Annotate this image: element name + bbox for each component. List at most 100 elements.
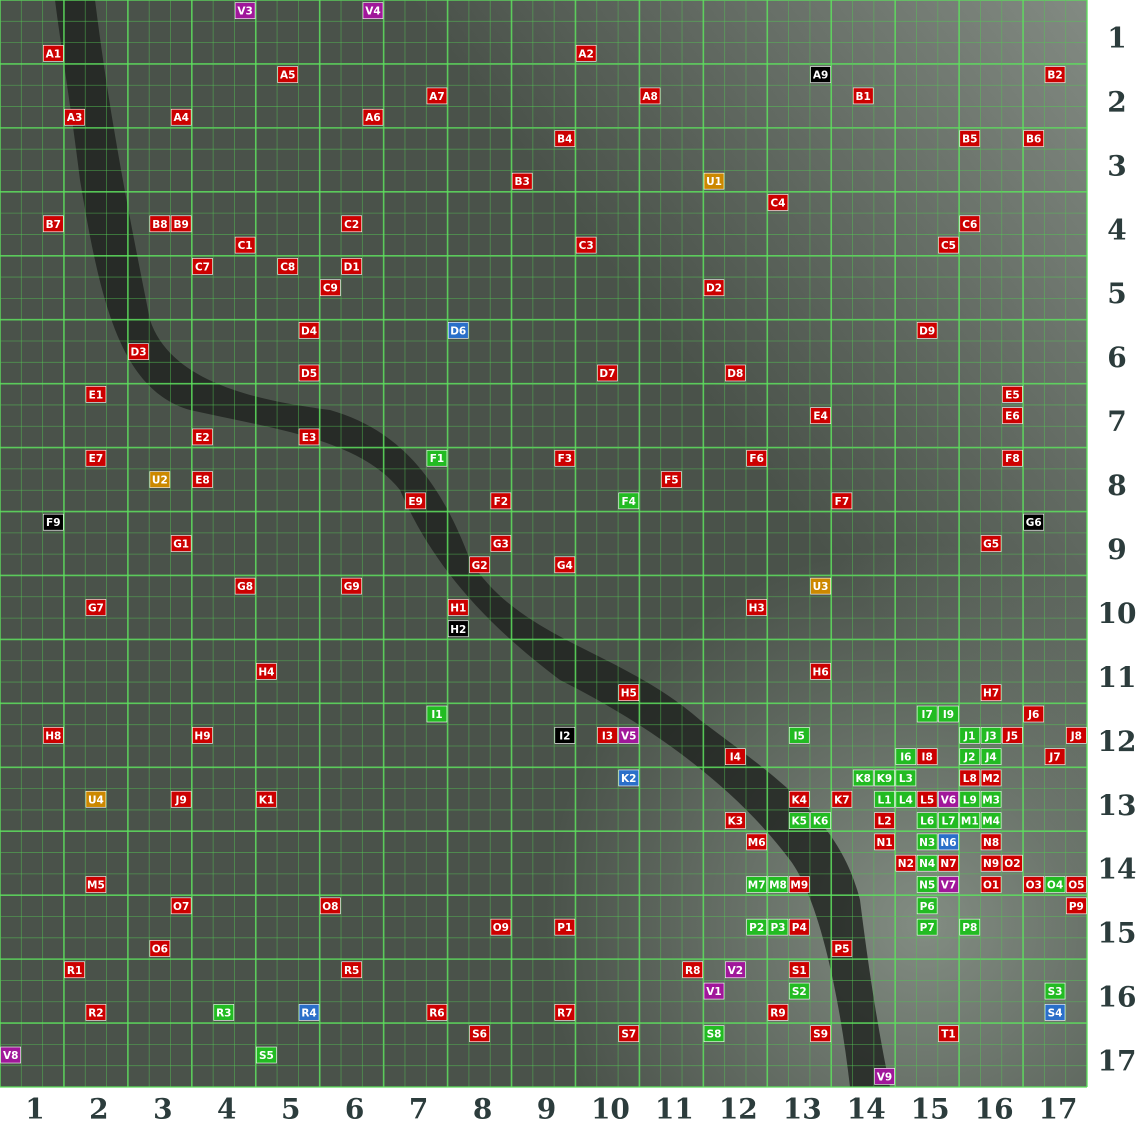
marker-box (938, 812, 959, 829)
marker: V1 (703, 982, 725, 1000)
column-label: 9 (537, 1093, 556, 1126)
marker: F9 (42, 513, 64, 531)
marker-box (277, 66, 299, 83)
marker: B8 (149, 215, 171, 233)
marker-label: L9 (963, 794, 977, 806)
marker-label: S1 (792, 965, 807, 977)
marker-box (1002, 407, 1023, 424)
marker-box (170, 215, 192, 233)
marker-label: G5 (983, 539, 999, 551)
marker: V8 (0, 1046, 21, 1064)
marker-box (618, 492, 640, 510)
marker-box (1044, 66, 1066, 83)
marker: F3 (554, 449, 576, 467)
marker: C1 (234, 236, 256, 254)
marker-box (788, 876, 810, 893)
marker: C5 (938, 236, 959, 254)
marker: I2 (554, 727, 576, 744)
marker: V6 (938, 790, 959, 808)
marker-box (149, 940, 171, 957)
marker-label: L7 (941, 816, 955, 828)
marker: G7 (85, 599, 107, 616)
marker: P5 (831, 940, 853, 957)
marker-label: B3 (515, 176, 530, 188)
marker: J6 (1023, 705, 1045, 723)
marker-label: L3 (899, 773, 913, 785)
marker-box (980, 790, 1002, 808)
marker-box (959, 918, 981, 936)
marker-box (213, 1004, 235, 1021)
marker-label: H6 (813, 666, 829, 678)
marker: O1 (980, 876, 1002, 893)
marker: L8 (959, 769, 981, 787)
marker-box (170, 108, 192, 126)
marker-label: R9 (770, 1007, 785, 1019)
marker-label: R1 (67, 965, 82, 977)
marker: M3 (980, 790, 1002, 808)
marker-box (959, 130, 981, 147)
marker: F5 (661, 471, 682, 488)
marker-box (938, 236, 959, 254)
marker-label: H2 (450, 624, 466, 636)
marker-label: P1 (557, 922, 572, 934)
marker-box (447, 599, 469, 616)
marker-box (341, 577, 362, 595)
marker-box (916, 748, 938, 765)
marker-label: L2 (878, 816, 892, 828)
marker-label: O4 (1047, 880, 1063, 892)
row-label: 10 (1098, 597, 1137, 630)
column-label: 3 (153, 1093, 172, 1126)
marker-label: D8 (727, 368, 743, 380)
marker-box (42, 215, 64, 233)
marker: V5 (618, 727, 640, 744)
marker-box (1023, 513, 1045, 531)
marker-label: J8 (1070, 730, 1082, 742)
marker: S2 (788, 982, 810, 1000)
marker-box (42, 44, 64, 62)
marker-label: D9 (919, 325, 935, 337)
marker: D8 (725, 364, 746, 382)
row-label: 4 (1107, 213, 1126, 246)
marker-label: R5 (344, 965, 359, 977)
marker: D3 (128, 343, 149, 360)
marker: G6 (1023, 513, 1045, 531)
row-label: 7 (1107, 405, 1126, 438)
marker-label: S6 (472, 1029, 487, 1041)
marker-box (980, 684, 1002, 701)
marker-label: O5 (1068, 880, 1084, 892)
marker-label: A6 (365, 112, 380, 124)
marker-box (959, 769, 981, 787)
marker-label: N3 (919, 837, 935, 849)
marker-box (256, 790, 277, 808)
marker-label: O2 (1004, 858, 1020, 870)
marker: P2 (746, 918, 767, 936)
marker-label: F9 (46, 517, 60, 529)
marker-box (980, 876, 1002, 893)
marker-label: I4 (730, 752, 741, 764)
marker-box (767, 1004, 789, 1021)
marker: A5 (277, 66, 299, 83)
marker: H8 (42, 727, 64, 744)
column-label: 10 (591, 1093, 630, 1126)
marker: L6 (916, 812, 938, 829)
marker: K2 (618, 769, 640, 787)
column-label: 11 (655, 1093, 694, 1126)
marker-box (916, 918, 938, 936)
marker: A8 (639, 87, 661, 105)
marker-label: S4 (1048, 1007, 1063, 1019)
marker: H3 (746, 599, 767, 616)
marker: R5 (341, 961, 362, 979)
marker-box (490, 492, 512, 510)
marker-label: M1 (961, 816, 979, 828)
marker-box (170, 535, 192, 552)
marker-box (256, 663, 277, 680)
marker-box (831, 492, 853, 510)
marker-label: U3 (813, 581, 829, 593)
marker: K1 (256, 790, 277, 808)
marker-box (725, 812, 746, 829)
marker: E4 (810, 407, 831, 424)
marker: H1 (447, 599, 469, 616)
marker: I5 (788, 727, 810, 744)
marker: G1 (170, 535, 192, 552)
marker: L7 (938, 812, 959, 829)
